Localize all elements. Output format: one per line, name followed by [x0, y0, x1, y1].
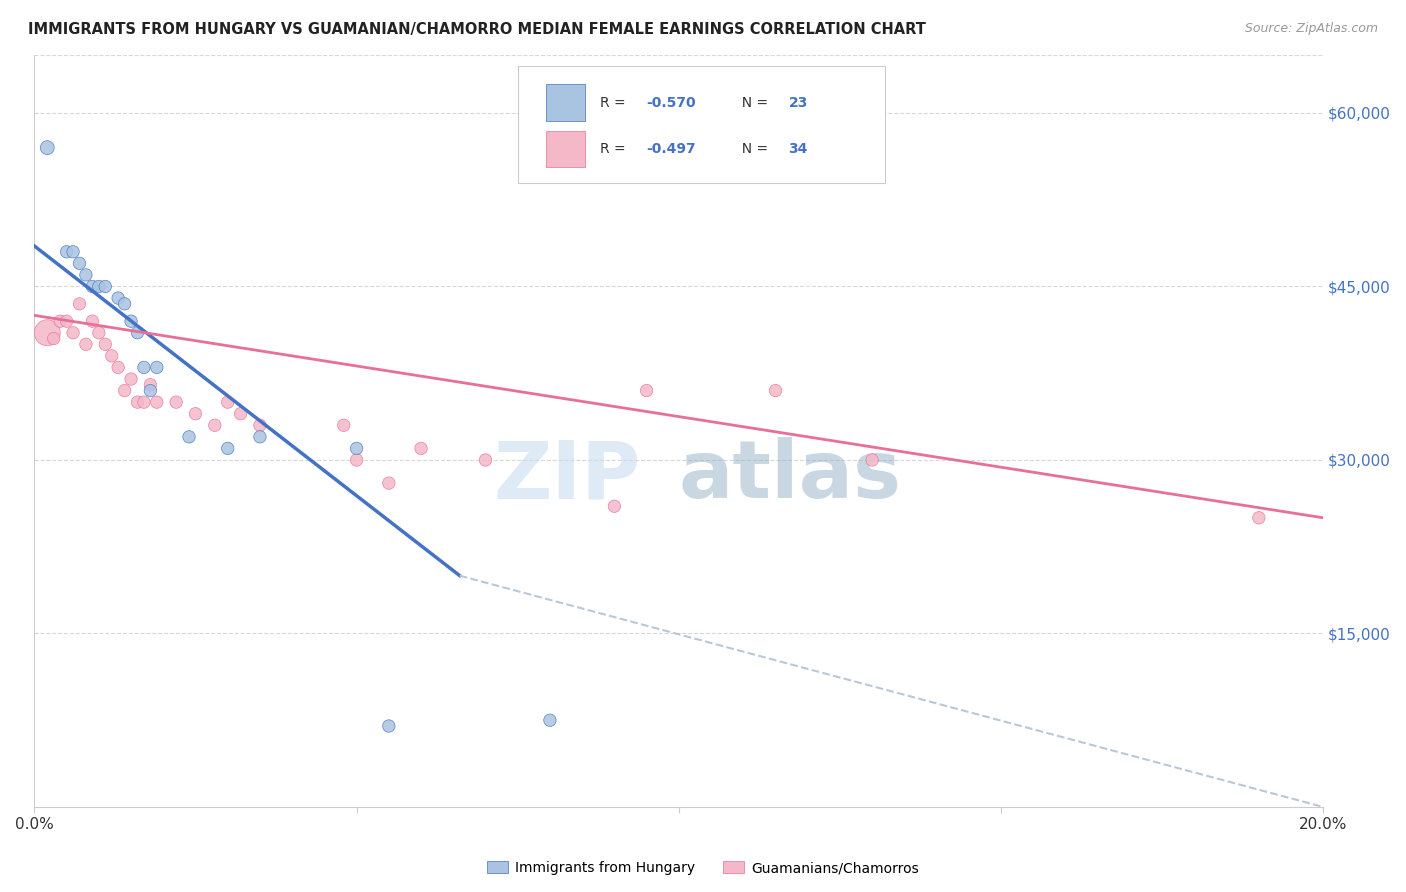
- Point: [120, 314, 142, 328]
- Point: [107, 360, 129, 375]
- Point: [146, 395, 169, 409]
- Point: [229, 407, 252, 421]
- Point: [87, 279, 110, 293]
- Point: [107, 291, 129, 305]
- Point: [139, 377, 162, 392]
- Point: [55, 314, 77, 328]
- Point: [114, 384, 136, 398]
- Text: R =: R =: [600, 95, 630, 110]
- Text: 34: 34: [789, 142, 808, 156]
- Text: N =: N =: [733, 142, 772, 156]
- Text: 23: 23: [789, 95, 808, 110]
- Point: [165, 395, 187, 409]
- Point: [765, 384, 787, 398]
- Point: [75, 337, 97, 351]
- Point: [87, 326, 110, 340]
- Point: [378, 719, 401, 733]
- Point: [409, 442, 432, 456]
- Point: [636, 384, 658, 398]
- Point: [132, 360, 155, 375]
- Point: [217, 442, 239, 456]
- Point: [100, 349, 122, 363]
- Point: [120, 372, 142, 386]
- Point: [1247, 511, 1270, 525]
- Point: [139, 384, 162, 398]
- Point: [249, 418, 271, 433]
- Point: [94, 337, 117, 351]
- Point: [62, 244, 84, 259]
- Text: N =: N =: [733, 95, 772, 110]
- Point: [346, 453, 368, 467]
- Point: [127, 395, 149, 409]
- Point: [114, 297, 136, 311]
- Point: [346, 442, 368, 456]
- Point: [69, 297, 91, 311]
- FancyBboxPatch shape: [546, 131, 585, 167]
- Point: [37, 326, 59, 340]
- Point: [42, 332, 65, 346]
- FancyBboxPatch shape: [546, 85, 585, 120]
- Point: [332, 418, 354, 433]
- Text: atlas: atlas: [679, 437, 901, 516]
- Point: [132, 395, 155, 409]
- Point: [184, 407, 207, 421]
- Text: ZIP: ZIP: [494, 437, 640, 516]
- Legend: Immigrants from Hungary, Guamanians/Chamorros: Immigrants from Hungary, Guamanians/Cham…: [482, 855, 924, 880]
- Text: -0.570: -0.570: [647, 95, 696, 110]
- Point: [378, 476, 401, 491]
- FancyBboxPatch shape: [517, 66, 884, 183]
- Point: [146, 360, 169, 375]
- Point: [82, 314, 104, 328]
- Point: [37, 141, 59, 155]
- Point: [49, 314, 72, 328]
- Point: [249, 430, 271, 444]
- Point: [474, 453, 496, 467]
- Text: -0.497: -0.497: [647, 142, 696, 156]
- Point: [603, 500, 626, 514]
- Point: [217, 395, 239, 409]
- Point: [177, 430, 200, 444]
- Point: [94, 279, 117, 293]
- Point: [82, 279, 104, 293]
- Text: R =: R =: [600, 142, 630, 156]
- Text: IMMIGRANTS FROM HUNGARY VS GUAMANIAN/CHAMORRO MEDIAN FEMALE EARNINGS CORRELATION: IMMIGRANTS FROM HUNGARY VS GUAMANIAN/CHA…: [28, 22, 927, 37]
- Point: [538, 713, 561, 727]
- Point: [62, 326, 84, 340]
- Point: [204, 418, 226, 433]
- Point: [127, 326, 149, 340]
- Text: Source: ZipAtlas.com: Source: ZipAtlas.com: [1244, 22, 1378, 36]
- Point: [69, 256, 91, 270]
- Point: [860, 453, 883, 467]
- Point: [75, 268, 97, 282]
- Point: [55, 244, 77, 259]
